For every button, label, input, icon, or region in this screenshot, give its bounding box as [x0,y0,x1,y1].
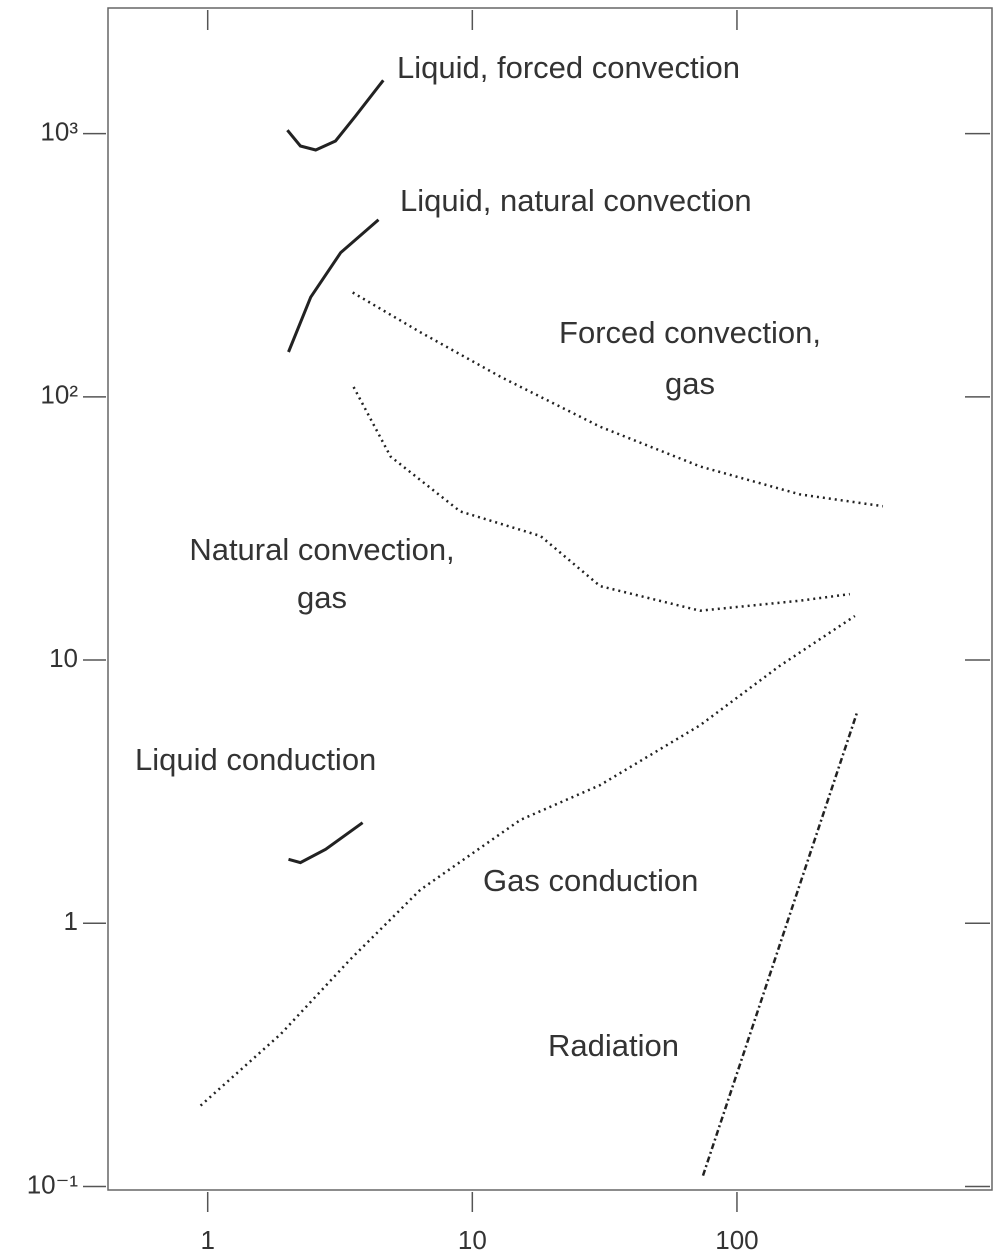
series-label: Liquid, forced convection [397,50,740,85]
y-tick-label: 10³ [40,116,78,146]
series-line [352,291,884,508]
series-label: gas [297,580,347,615]
plot-frame [107,7,993,1191]
y-tick-label: 10⁻¹ [27,1169,79,1199]
series-label: gas [665,366,715,401]
y-tick-label: 10² [40,380,78,410]
series-label: Liquid, natural convection [400,183,752,218]
series-label: Gas conduction [483,863,698,898]
series-line [701,712,859,1176]
x-tick-label: 100 [715,1225,758,1255]
series-line [352,386,850,612]
x-tick-label: 1 [200,1225,214,1255]
series-line [288,821,364,865]
y-tick-label: 10 [49,643,78,673]
series-line [286,79,385,152]
series-label: Radiation [548,1028,679,1063]
series-label: Forced convection, [559,315,821,350]
series-label: Liquid conduction [135,742,376,777]
x-tick-label: 10 [458,1225,487,1255]
series-line [287,218,380,353]
series-label: Natural convection, [189,532,454,567]
y-tick-label: 1 [64,906,78,936]
